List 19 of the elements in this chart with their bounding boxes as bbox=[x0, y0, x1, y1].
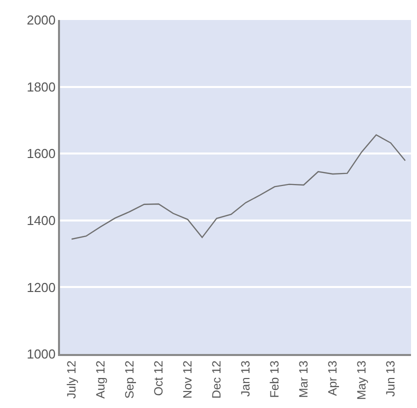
x-tick-label: Aug 12 bbox=[94, 360, 108, 399]
line-series bbox=[71, 134, 406, 240]
x-tick-label: Jan 13 bbox=[238, 360, 253, 397]
x-tick-label: Oct 12 bbox=[152, 360, 166, 396]
y-tick-label: 1600 bbox=[26, 146, 56, 162]
x-tick-label: Nov 12 bbox=[180, 360, 195, 399]
x-tick-label: Apr 13 bbox=[326, 360, 340, 396]
x-tick-label: July 12 bbox=[64, 360, 78, 399]
x-tick-label: Jun 13 bbox=[384, 360, 398, 397]
y-tick-label: 1200 bbox=[26, 280, 56, 295]
x-tick-label: Sep 12 bbox=[122, 360, 137, 399]
x-tick-label: Dec 12 bbox=[210, 360, 224, 399]
x-tick-label: Feb 13 bbox=[268, 360, 282, 398]
y-tick-label: 1400 bbox=[26, 212, 56, 228]
x-tick-label: May 13 bbox=[354, 360, 369, 400]
y-tick-label: 2000 bbox=[26, 12, 56, 28]
y-tick-label: 1800 bbox=[26, 79, 56, 94]
y-tick-label: 1000 bbox=[26, 346, 56, 362]
x-tick-label: Mar 13 bbox=[296, 360, 311, 398]
